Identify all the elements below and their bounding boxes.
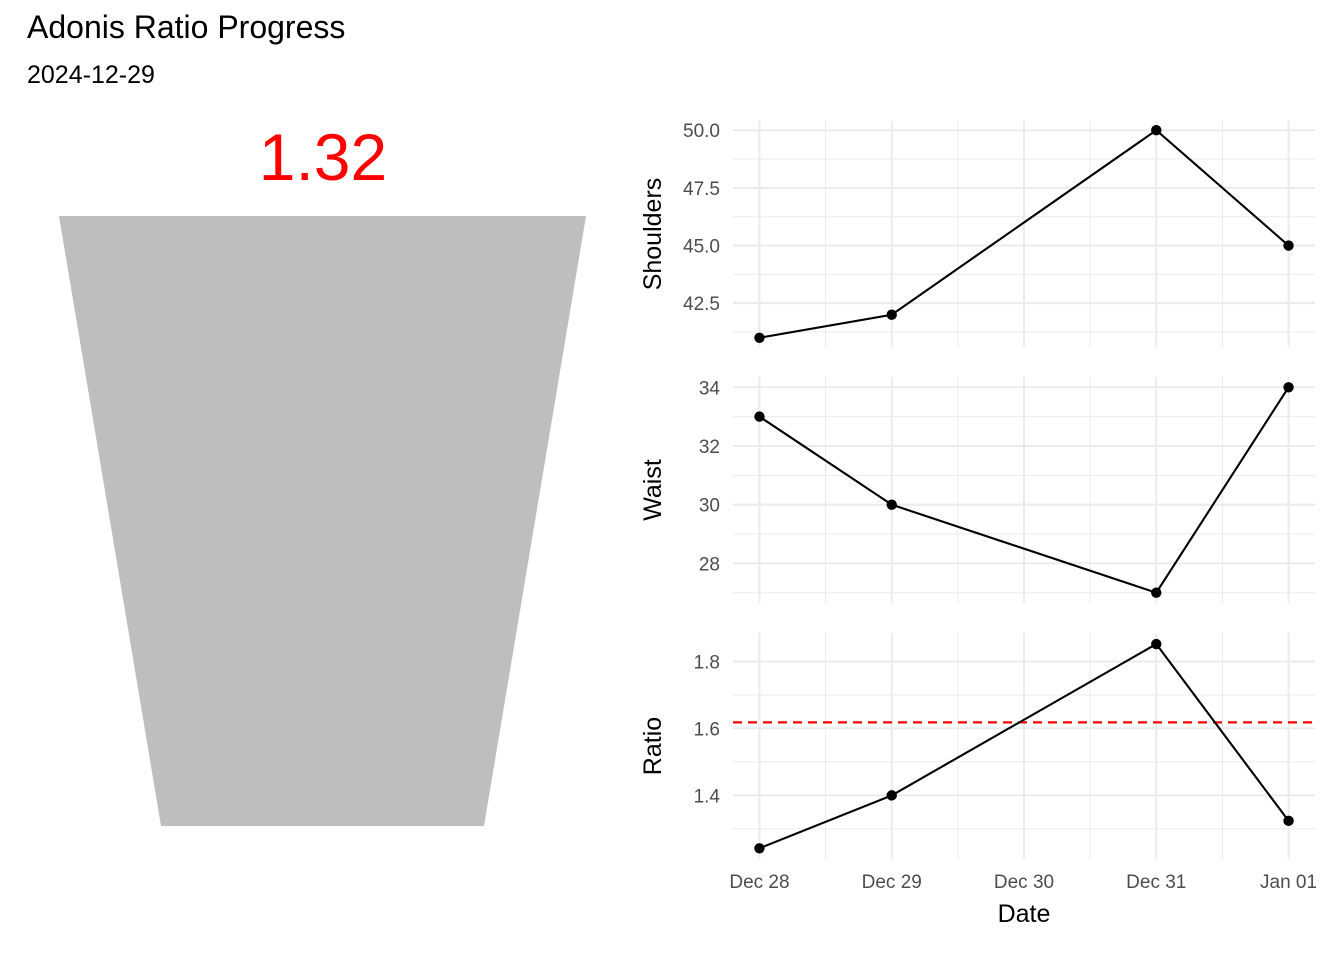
panel-waist: 28 30 32 34 Waist xyxy=(639,377,1315,603)
y-tick-label: 34 xyxy=(699,378,721,399)
x-tick-label: Dec 30 xyxy=(994,872,1054,893)
data-point xyxy=(1283,240,1294,251)
y-axis-title: Waist xyxy=(639,459,667,521)
y-tick-label: 32 xyxy=(699,437,720,458)
x-tick-label: Dec 31 xyxy=(1126,872,1186,893)
panel-shoulders: 42.5 45.0 47.5 50.0 Shoulders xyxy=(639,121,1315,347)
y-tick-label: 1.6 xyxy=(694,719,720,740)
data-point xyxy=(886,790,897,801)
y-axis-title: Shoulders xyxy=(639,178,667,291)
data-point xyxy=(754,843,765,854)
data-point xyxy=(754,332,765,343)
x-tick-label: Dec 29 xyxy=(862,872,922,893)
panel-ratio: 1.4 1.6 1.8 Ratio Dec 28 Dec 29 Dec 30 Dec 31 Ja… xyxy=(639,633,1317,928)
data-point xyxy=(1151,587,1162,598)
data-point xyxy=(1151,638,1162,650)
y-axis-title: Ratio xyxy=(639,717,667,775)
ratio-graphic: 1.32 xyxy=(59,120,586,826)
x-tick-label: Dec 28 xyxy=(729,872,789,893)
series-line xyxy=(759,128,1290,339)
y-tick-label: 30 xyxy=(699,496,720,517)
series-line xyxy=(758,386,1290,594)
data-point xyxy=(1151,125,1162,136)
ratio-trapezoid-shape xyxy=(59,216,586,826)
y-tick-label: 47.5 xyxy=(683,179,720,200)
line-chart-panels: 42.5 45.0 47.5 50.0 Shoulders 28 30 32 34 Waist 1.… xyxy=(639,121,1317,928)
data-point xyxy=(886,499,897,510)
y-tick-label: 45.0 xyxy=(683,237,720,258)
x-tick-label: Jan 01 xyxy=(1260,872,1317,893)
x-axis-title: Date xyxy=(998,900,1051,928)
data-point xyxy=(754,411,765,422)
page-title: Adonis Ratio Progress xyxy=(27,9,346,45)
y-tick-label: 28 xyxy=(699,554,720,575)
y-tick-label: 1.4 xyxy=(694,786,721,807)
ratio-value-label: 1.32 xyxy=(259,120,387,194)
y-tick-label: 42.5 xyxy=(683,294,720,315)
data-point xyxy=(1283,815,1294,827)
series-line xyxy=(759,642,1290,850)
y-tick-label: 50.0 xyxy=(683,121,720,142)
y-tick-label: 1.8 xyxy=(694,652,720,673)
page-subtitle: 2024-12-29 xyxy=(27,61,155,89)
data-point xyxy=(1283,382,1294,393)
data-point xyxy=(886,309,897,320)
